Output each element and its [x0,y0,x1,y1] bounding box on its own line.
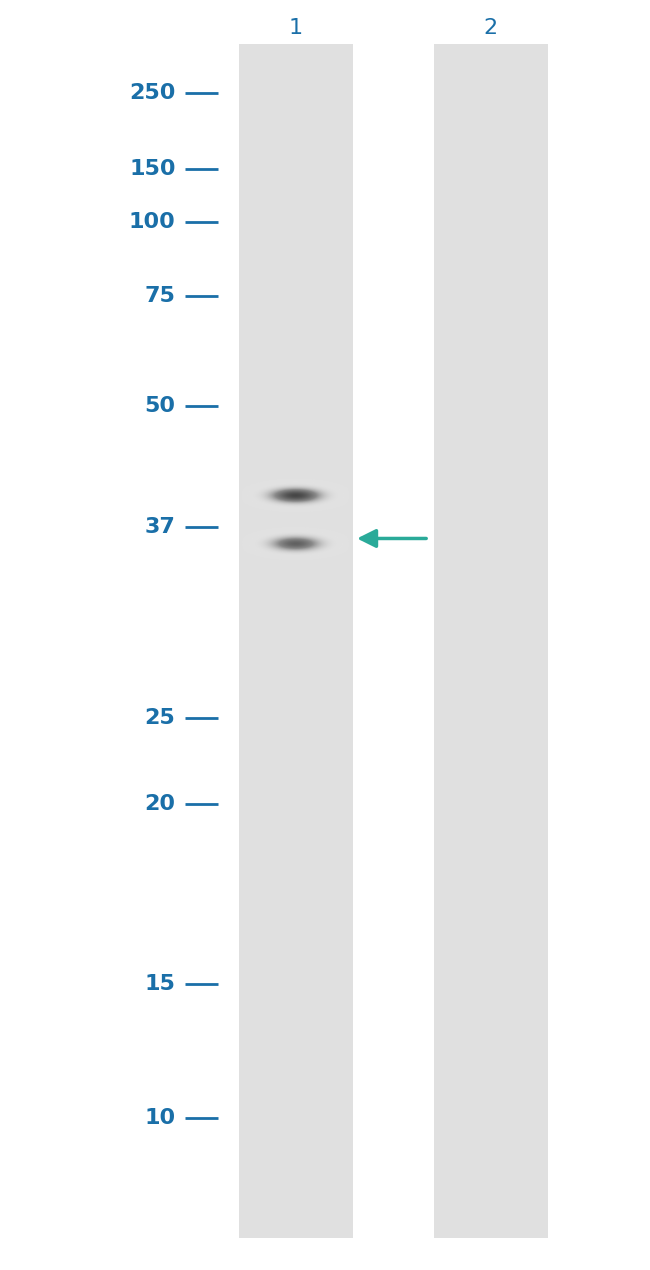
Text: 37: 37 [144,517,176,537]
Bar [434,44,547,1238]
Text: 150: 150 [129,159,176,179]
Text: 15: 15 [144,974,176,994]
Text: 50: 50 [144,396,176,417]
Text: 75: 75 [144,286,176,306]
Bar [239,44,352,1238]
Text: 100: 100 [129,212,176,232]
Text: 20: 20 [144,794,176,814]
Text: 10: 10 [144,1107,176,1128]
Text: 250: 250 [129,83,176,103]
Text: 25: 25 [145,707,176,728]
Text: 1: 1 [289,18,303,38]
Text: 2: 2 [484,18,498,38]
